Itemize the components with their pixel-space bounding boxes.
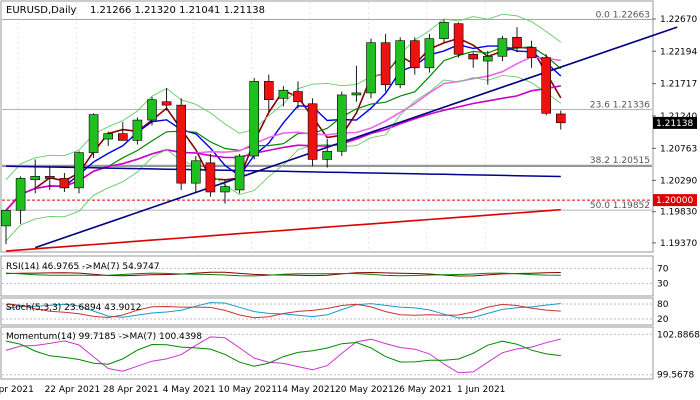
x-tick-label: 26 May 2021 [393,385,452,395]
bear-candle [176,104,186,184]
support-label-bg [653,194,697,207]
support-label: 1.20000 [656,196,693,206]
bear-candle [380,42,391,86]
price-tick-label: 1.19370 [660,239,697,249]
bull-candle [1,209,11,227]
bull-candle [322,150,333,160]
bull-candle [234,155,245,191]
bull-candle [278,89,289,99]
bull-candle [103,133,113,140]
stoch_panel-tick: 20 [657,315,669,325]
bull-candle [249,81,259,157]
bull-candle [395,40,406,86]
rsi_panel-tick: 70 [657,264,669,274]
bull-candle [147,99,157,121]
price-tick-label: 1.21717 [660,80,697,90]
ohlc-header: 1.21266 1.21320 1.21041 1.21138 [90,5,265,16]
price-tick-label: 1.22670 [660,15,697,25]
bull-candle [336,94,347,152]
momentum_panel-tick: 99.5678 [657,371,694,381]
x-tick-label: 28 Apr 2021 [103,385,159,395]
bull-candle [30,176,41,181]
bear-candle [468,53,479,60]
x-tick-label: 10 May 2021 [218,385,277,395]
x-tick-label: 14 May 2021 [277,385,336,395]
bull-candle [351,92,362,96]
stoch_panel-tick: 80 [657,300,669,310]
ma-blue-line [5,43,562,211]
fib-label: 23.6 1.21336 [590,100,650,110]
x-tick-label: 22 Apr 2021 [45,385,101,395]
bear-candle [526,47,537,58]
fib-label: 50.0 1.19852 [590,201,650,211]
bear-candle [205,162,216,193]
bull-candle [366,42,376,94]
bull-candle [132,119,143,141]
bull-candle [88,114,99,153]
x-tick-label: 16 Apr 2021 [0,385,34,395]
bear-candle [293,91,303,103]
bear-candle [59,178,70,189]
bear-candle [118,133,128,141]
fib-label: 38.2 1.20515 [590,156,650,166]
rsi-line [5,271,561,277]
envelope-lower-line [5,74,562,242]
rsi-label: RSI(14) 46.9765 ->MA(7) 54.9747 [6,262,160,272]
bear-candle [44,176,55,179]
ma-magenta-line [5,85,561,211]
bull-candle [74,152,84,189]
momentum-label: Momentum(14) 99.7185 ->MA(7) 100.4398 [6,332,202,342]
momentum-line [5,336,561,374]
price-tick-label: 1.20763 [660,144,697,154]
stoch-label: Stoch(5,3,3) 23.6894 43.9012 [6,303,141,313]
ma-red-line [5,208,561,252]
bear-candle [555,113,566,124]
price-tick-label: 1.19830 [660,208,697,218]
bull-candle [497,38,508,57]
price-tick-label: 1.20290 [660,176,697,186]
chart-title: EURUSD,Daily [6,5,77,16]
fib-label: 0.0 1.22663 [596,10,650,20]
bear-candle [512,36,522,48]
rsi_panel-tick: 30 [657,280,669,290]
current-price-bg [653,116,697,129]
bull-candle [191,160,201,184]
bull-candle [439,22,449,39]
x-tick-label: 4 May 2021 [163,385,216,395]
momentum_panel-tick: 102.8868 [657,330,700,340]
bear-candle [409,40,420,69]
price-tick-label: 1.22194 [660,47,697,57]
ma-navy-line [5,165,561,178]
bull-candle [482,55,493,62]
bear-candle [161,101,172,106]
trendline [34,26,678,249]
bear-candle [541,57,552,114]
rsi-ma-line [5,272,561,277]
x-tick-label: 20 May 2021 [335,385,394,395]
bear-candle [263,81,274,101]
bull-candle [424,38,435,69]
bull-candle [15,178,26,211]
momentum-ma-line [5,340,561,367]
x-tick-label: 1 Jun 2021 [457,385,505,395]
stoch-d-line [5,303,561,319]
current-price-label: 1.21138 [656,119,693,129]
bull-candle [220,186,230,193]
bear-candle [453,23,464,55]
bear-candle [307,103,318,160]
